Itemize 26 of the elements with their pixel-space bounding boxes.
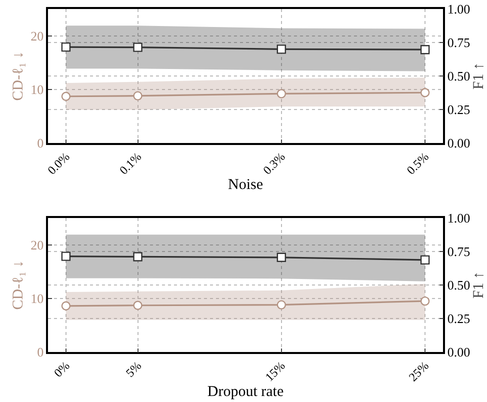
x-tick-label: 0% [51,358,72,380]
y2-tick-label: 0.50 [447,278,470,293]
y-tick-label: 0 [37,344,44,360]
y2-axis-title: F1 ↑ [471,271,487,299]
y2-axis-title: F1 ↑ [471,62,487,90]
y2-tick-label: 0.50 [447,68,470,84]
x-tick-label: 15% [262,358,288,384]
x-axis-title: Dropout rate [207,384,284,400]
x-tick-label: 5% [122,358,144,380]
x-tick-label: 25% [406,358,432,384]
y-tick-label: 20 [30,237,44,252]
y-tick-label: 10 [30,290,44,306]
y2-tick-label: 0.00 [447,344,470,360]
y-tick-label: 0 [37,136,44,151]
y-tick-label: 20 [30,28,44,44]
y2-tick-label: 1.00 [447,210,470,226]
y-axis-title: CD-ℓ₁ ↓ [10,260,26,310]
y2-tick-label: 0.75 [447,244,470,260]
y2-tick-label: 0.75 [447,35,470,50]
y-tick-label: 10 [30,82,44,97]
y2-tick-label: 0.25 [447,311,470,326]
y2-tick-label: 0.25 [447,102,470,118]
y2-tick-label: 1.00 [447,2,470,17]
y-axis-title: CD-ℓ₁ ↓ [10,51,26,101]
y2-tick-label: 0.00 [447,136,470,151]
x-axis-title: Noise [228,177,264,194]
